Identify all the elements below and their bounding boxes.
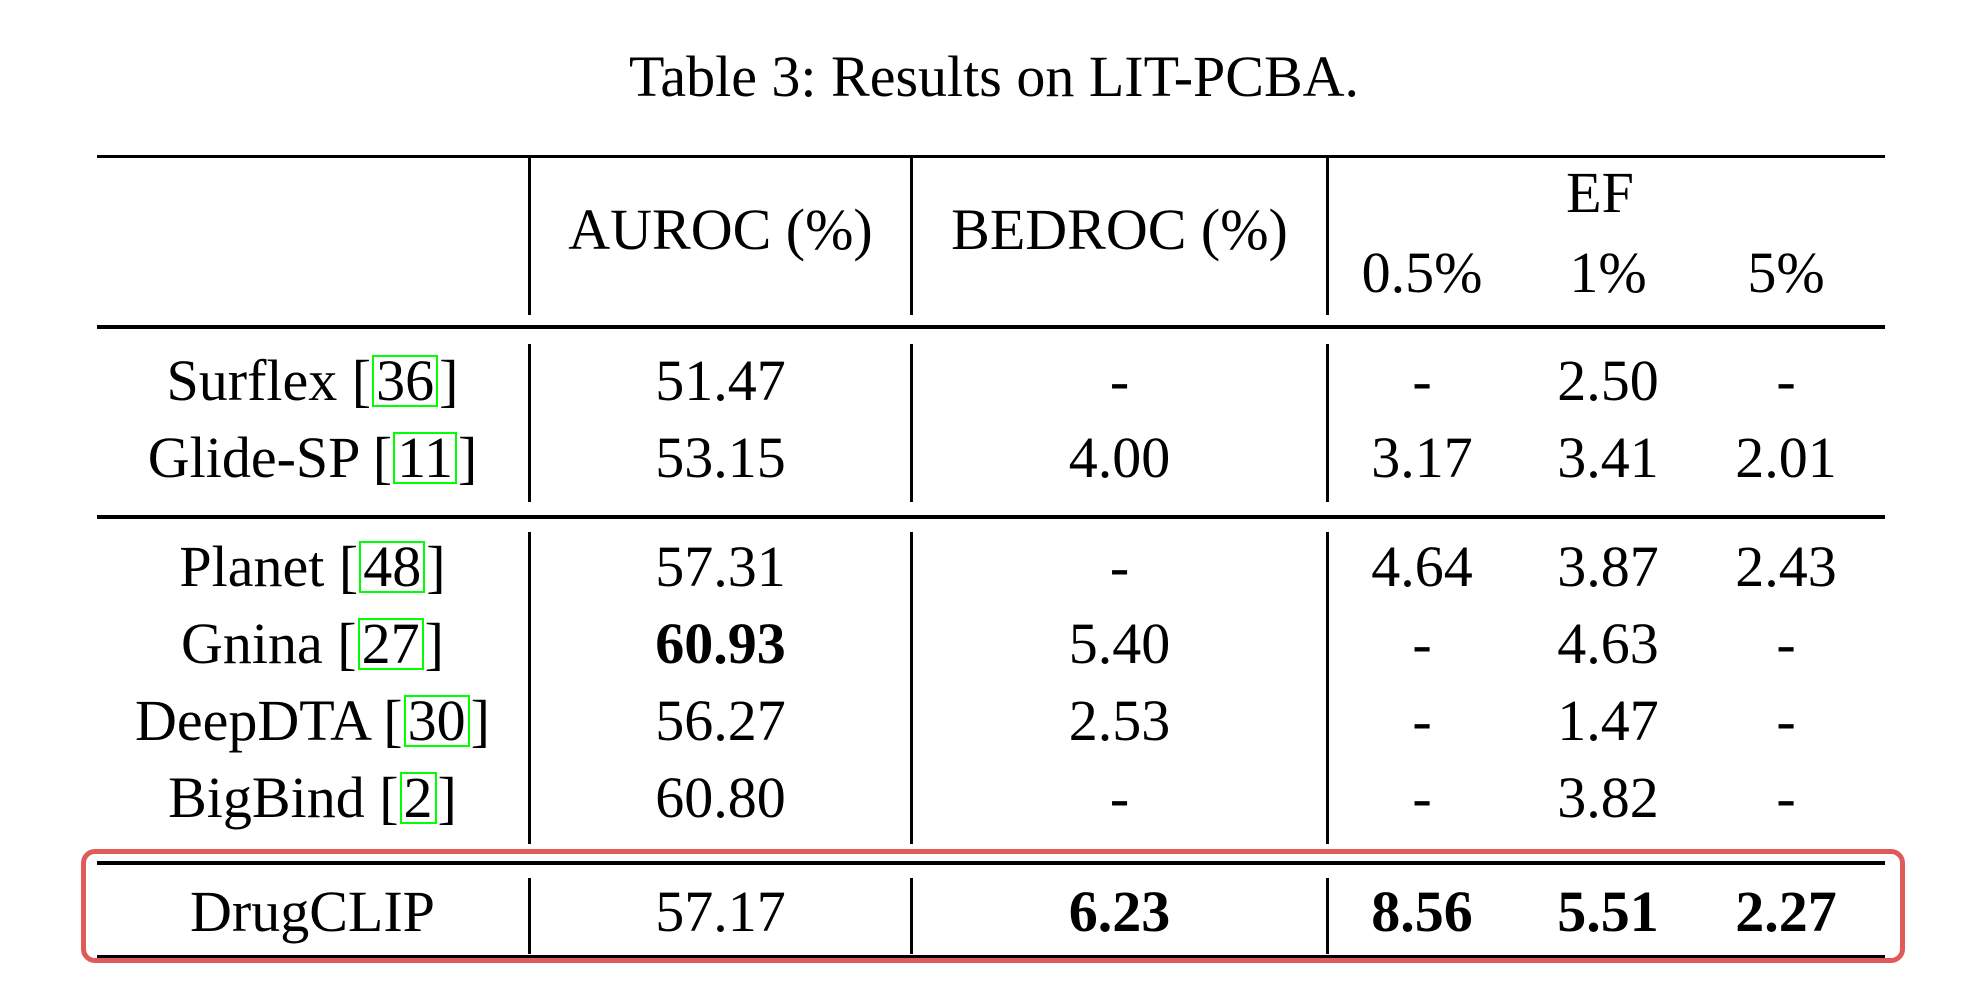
bottom-rule — [97, 955, 1885, 959]
citation-link[interactable]: 27 — [357, 615, 424, 673]
table-caption: Table 3: Results on LIT-PCBA. — [628, 44, 1360, 109]
vline-1 — [528, 878, 531, 954]
ef-1-value: 3.87 — [1557, 534, 1659, 599]
bedroc-value: - — [1109, 534, 1130, 599]
vline-3 — [1326, 532, 1329, 844]
citation-link[interactable]: 48 — [359, 538, 426, 596]
table-row-drugclip-method: DrugCLIP — [190, 879, 435, 944]
bedroc-value: - — [1109, 765, 1130, 830]
header-ef-0.5: 0.5% — [1361, 240, 1483, 305]
header-ef-5: 5% — [1747, 240, 1825, 305]
top-rule — [97, 155, 1885, 158]
bedroc-value: 2.53 — [1068, 688, 1171, 753]
ef-1-value-best: 5.51 — [1557, 879, 1659, 944]
table-row-gnina-method: Gnina [27] — [181, 611, 444, 676]
ef-05-value: - — [1412, 611, 1432, 676]
ef-05-value: - — [1412, 348, 1432, 413]
ef-5-value: 2.43 — [1735, 534, 1837, 599]
auroc-value: 60.80 — [655, 765, 786, 830]
auroc-value: 57.17 — [655, 879, 786, 944]
header-rule — [97, 325, 1885, 329]
table-row-glide-sp-method: Glide-SP [11] — [147, 425, 478, 490]
method-name: Glide-SP — [147, 425, 373, 490]
header-ef: EF — [1566, 160, 1634, 225]
vline-3 — [1326, 878, 1329, 954]
header-bedroc: BEDROC (%) — [951, 197, 1288, 262]
vline-1 — [528, 158, 531, 315]
ef-5-value: - — [1776, 611, 1796, 676]
drugclip-highlight-box — [81, 849, 1905, 963]
header-auroc: AUROC (%) — [568, 197, 873, 262]
ef-1-value: 3.82 — [1557, 765, 1659, 830]
ef-5-value: - — [1776, 348, 1796, 413]
header-ef-1: 1% — [1569, 240, 1647, 305]
ef-1-value: 2.50 — [1557, 348, 1659, 413]
ef-05-value: 4.64 — [1371, 534, 1473, 599]
ef-1-value: 1.47 — [1557, 688, 1659, 753]
ef-1-value: 3.41 — [1557, 425, 1659, 490]
auroc-value: 53.15 — [655, 425, 786, 490]
vline-2 — [910, 158, 913, 315]
auroc-value: 57.31 — [655, 534, 786, 599]
vline-3 — [1326, 344, 1329, 502]
vline-2 — [910, 344, 913, 502]
ef-1-value: 4.63 — [1557, 611, 1659, 676]
ef-05-value: 3.17 — [1371, 425, 1473, 490]
method-name: BigBind — [168, 765, 380, 830]
ef-5-value: 2.01 — [1735, 425, 1837, 490]
ef-05-value-best: 8.56 — [1371, 879, 1473, 944]
ef-05-value: - — [1412, 765, 1432, 830]
auroc-value-best: 60.93 — [655, 611, 786, 676]
citation-link[interactable]: 2 — [399, 769, 437, 827]
table-row-surflex-method: Surflex [36] — [166, 348, 459, 413]
bedroc-value: 5.40 — [1068, 611, 1171, 676]
drugclip-top-rule — [97, 861, 1885, 865]
citation-link[interactable]: 36 — [372, 352, 439, 410]
vline-2 — [910, 532, 913, 844]
vline-2 — [910, 878, 913, 954]
bedroc-value: 4.00 — [1068, 425, 1171, 490]
method-name: Surflex — [166, 348, 352, 413]
citation-link[interactable]: 11 — [393, 429, 457, 487]
ef-5-value: - — [1776, 765, 1796, 830]
bedroc-value-best: 6.23 — [1068, 879, 1171, 944]
method-name: DeepDTA — [135, 688, 384, 753]
ef-05-value: - — [1412, 688, 1432, 753]
method-name: Gnina — [181, 611, 338, 676]
auroc-value: 51.47 — [655, 348, 786, 413]
bedroc-value: - — [1109, 348, 1130, 413]
vline-3 — [1326, 158, 1329, 315]
vline-1 — [528, 532, 531, 844]
vline-1 — [528, 344, 531, 502]
citation-link[interactable]: 30 — [403, 692, 470, 750]
table-row-bigbind-method: BigBind [2] — [168, 765, 457, 830]
group-rule — [97, 515, 1885, 519]
table-row-planet-method: Planet [48] — [179, 534, 446, 599]
ef-5-value-best: 2.27 — [1735, 879, 1837, 944]
auroc-value: 56.27 — [655, 688, 786, 753]
ef-5-value: - — [1776, 688, 1796, 753]
method-name: Planet — [179, 534, 339, 599]
table-row-deepdta-method: DeepDTA [30] — [135, 688, 490, 753]
